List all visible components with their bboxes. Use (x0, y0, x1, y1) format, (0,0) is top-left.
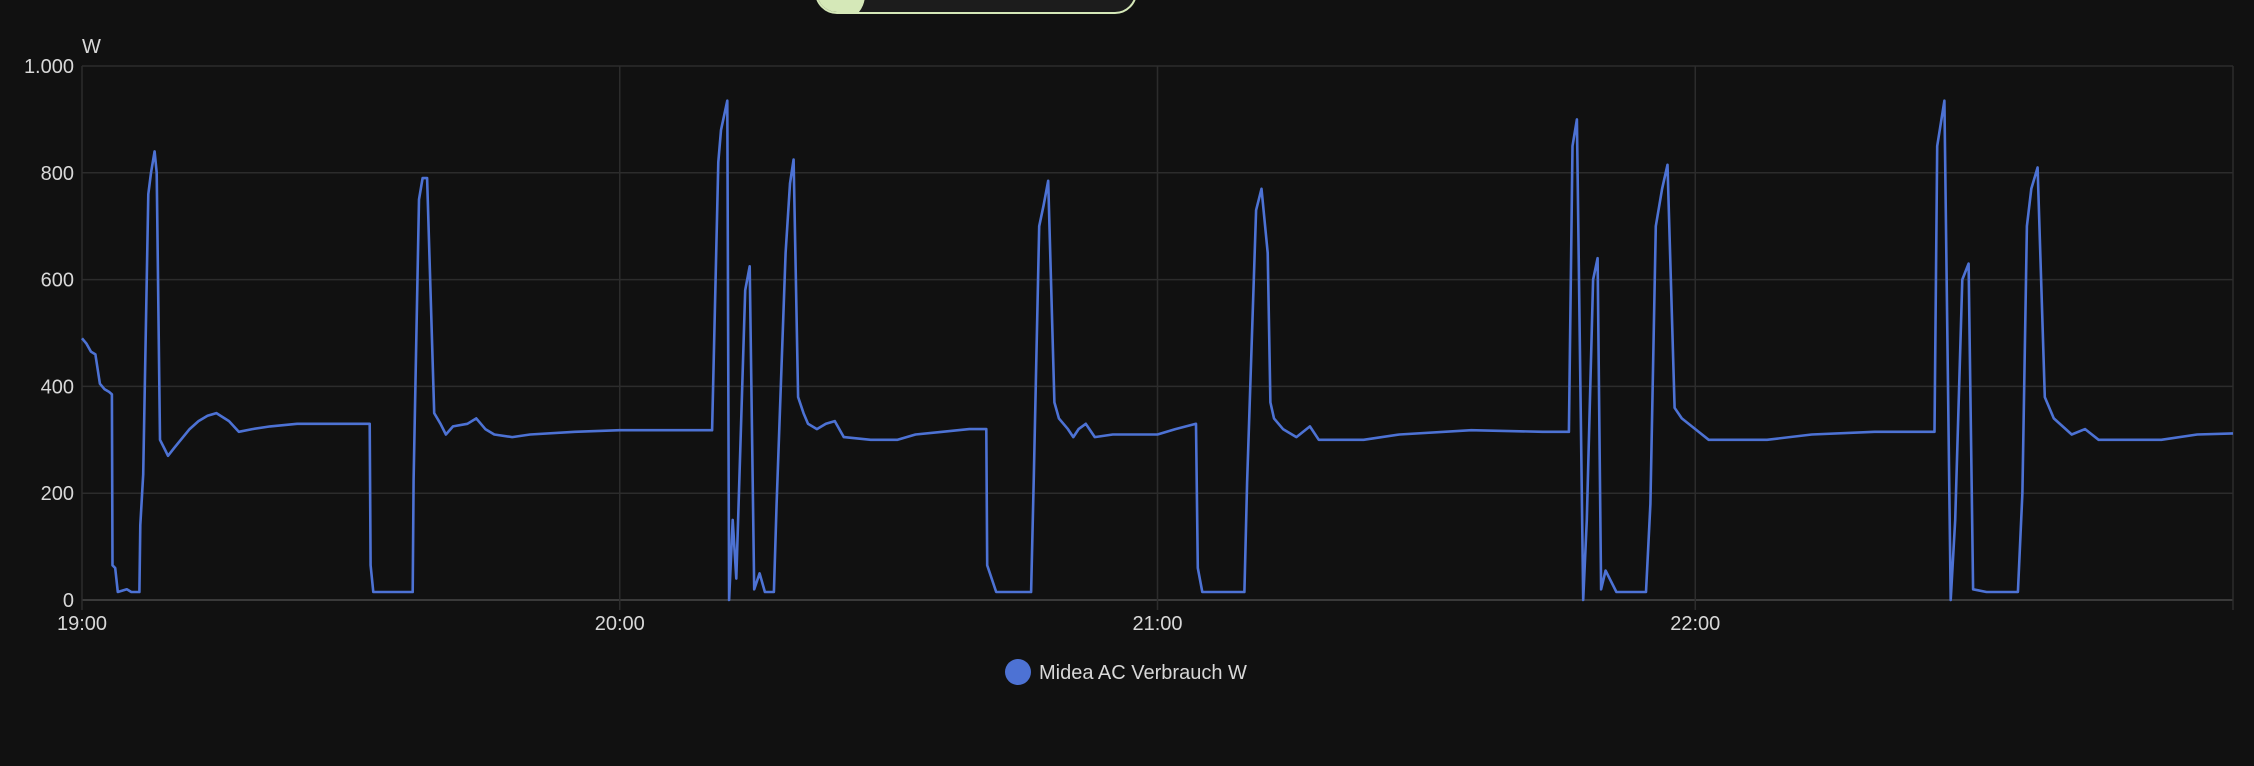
y-tick-label: 1.000 (24, 56, 74, 78)
y-tick-label: 600 (41, 270, 74, 292)
legend-label[interactable]: Midea AC Verbrauch W (1039, 662, 1247, 684)
x-tick-label: 21:00 (1132, 613, 1182, 635)
legend-swatch (1005, 659, 1031, 685)
x-tick-label: 20:00 (595, 613, 645, 635)
x-tick-label: 22:00 (1670, 613, 1720, 635)
series-line (81, 99, 2234, 602)
legend[interactable]: Midea AC Verbrauch W (1005, 659, 1247, 685)
y-tick-label: 400 (41, 376, 74, 398)
y-axis-unit: W (82, 36, 101, 58)
y-tick-label: 0 (63, 590, 74, 612)
x-tick-label: 19:00 (57, 613, 107, 635)
toggle-knob[interactable] (817, 0, 865, 12)
y-tick-label: 200 (41, 483, 74, 505)
range-toggle-pill[interactable] (815, 0, 1137, 14)
y-tick-label: 800 (41, 163, 74, 185)
